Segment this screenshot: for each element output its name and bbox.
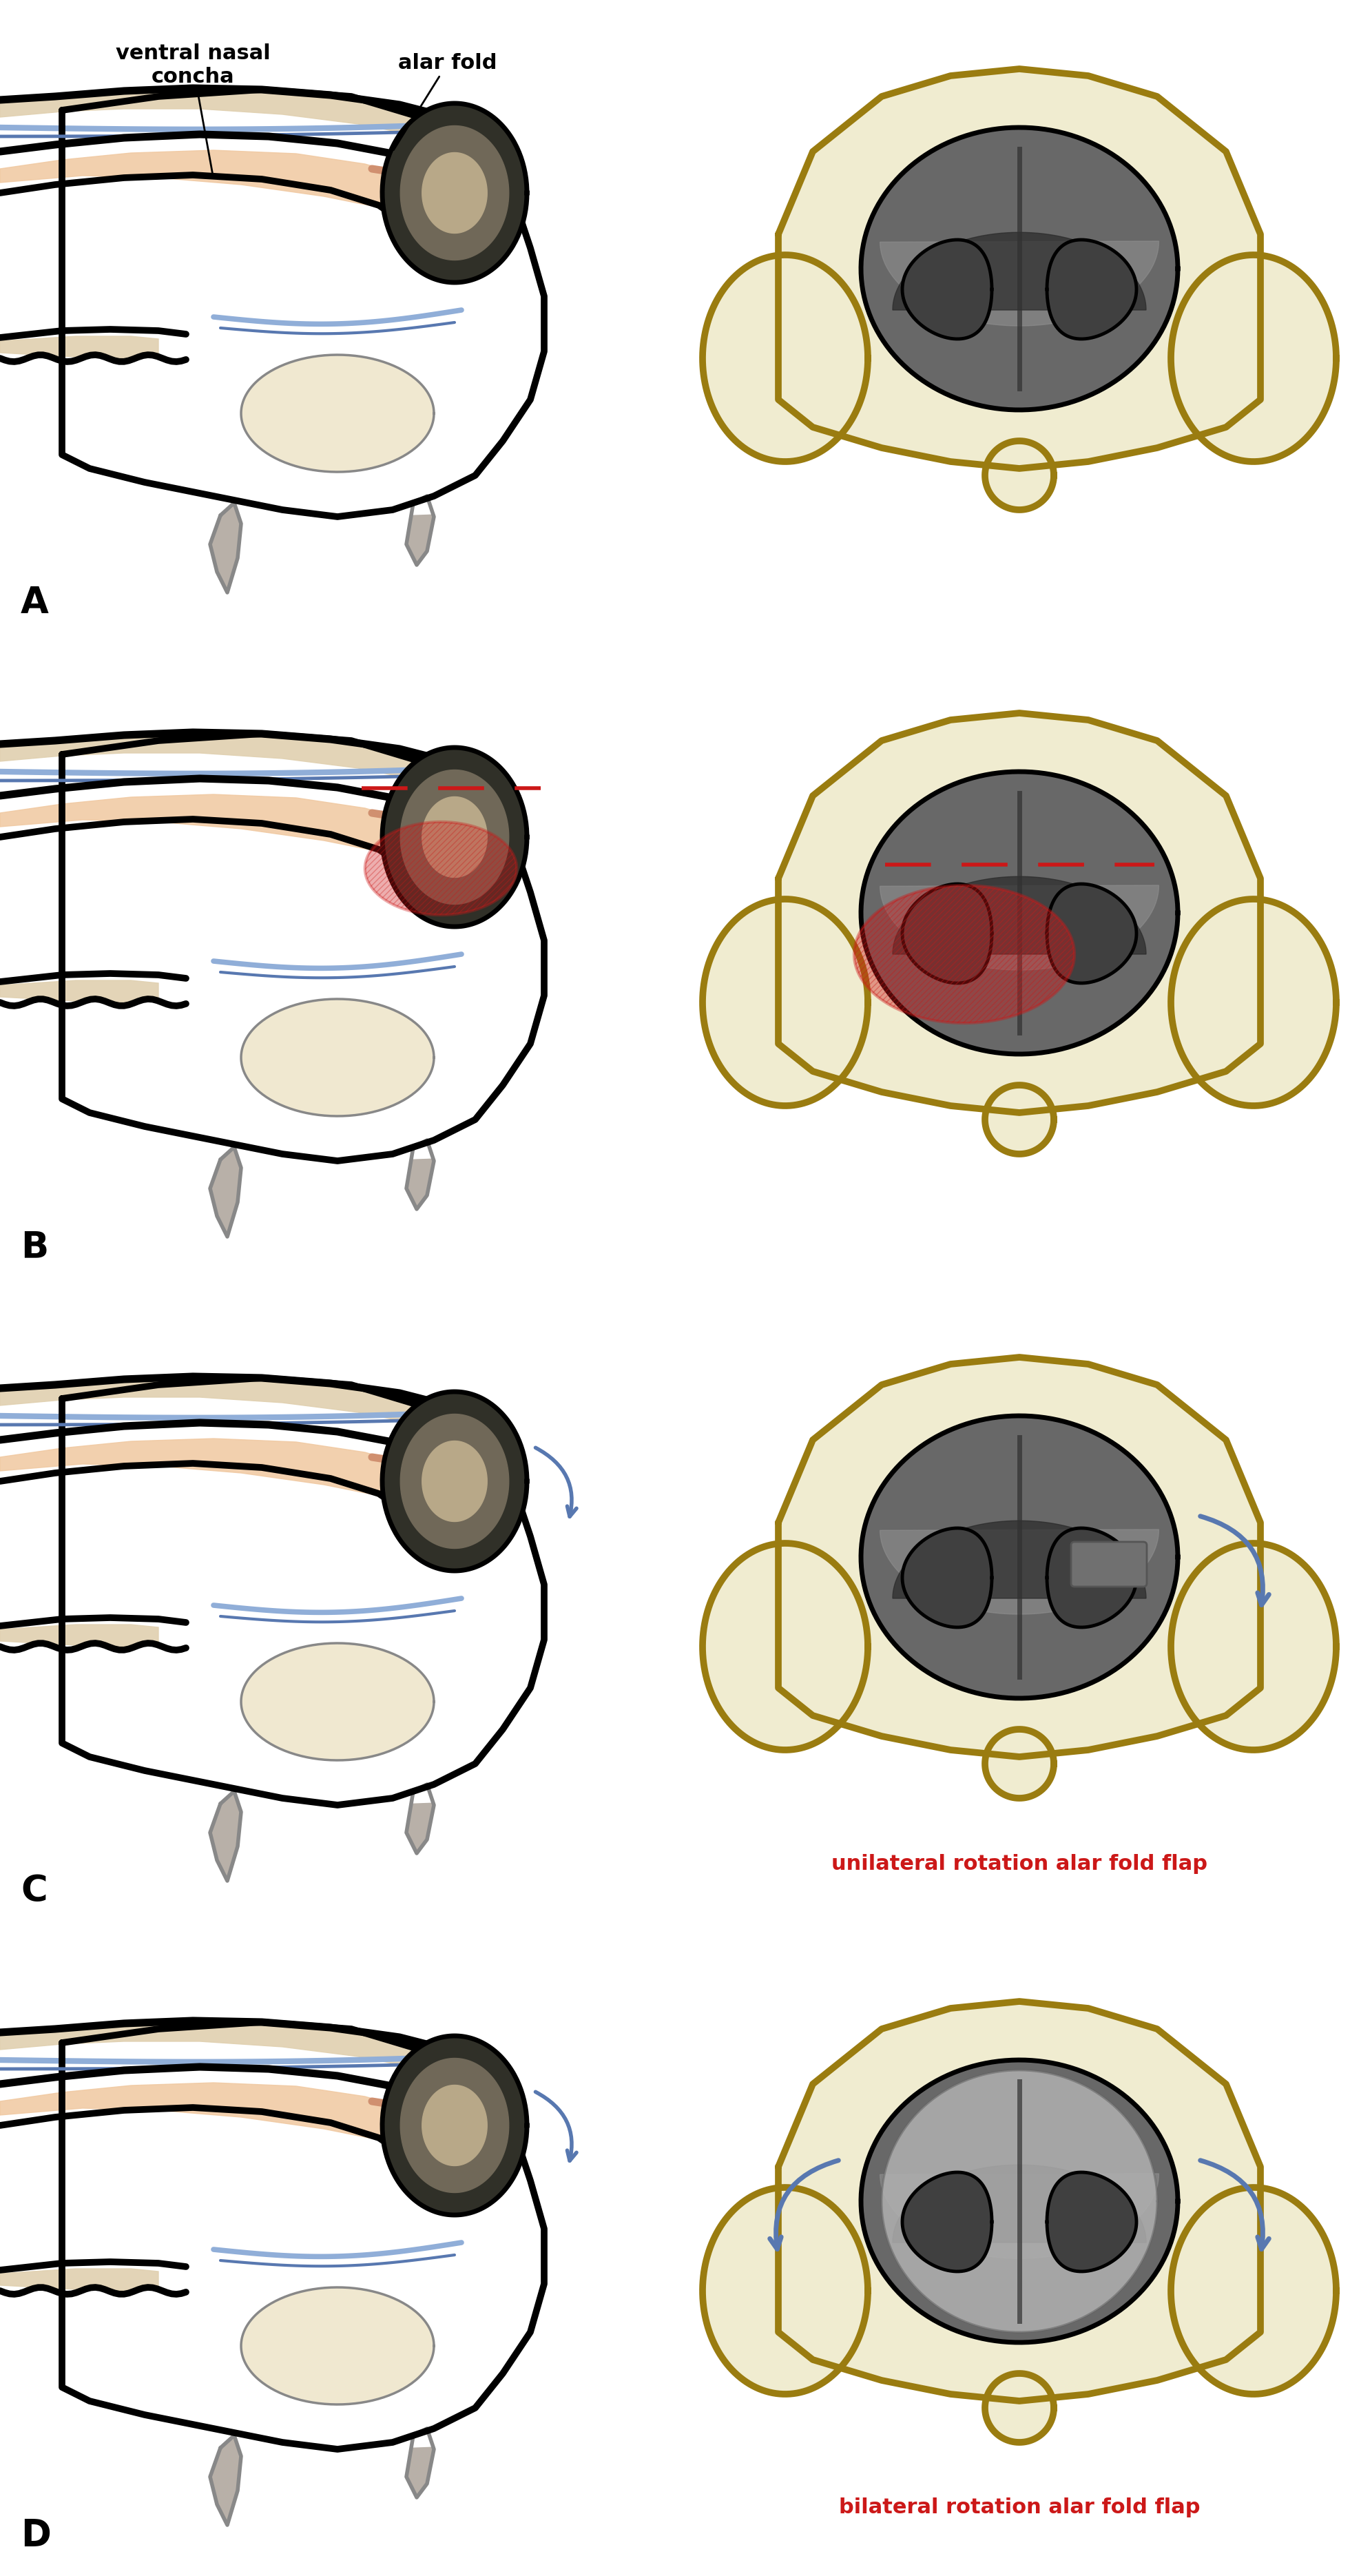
- Polygon shape: [0, 1437, 441, 1504]
- Polygon shape: [902, 884, 992, 984]
- Polygon shape: [1170, 255, 1336, 461]
- Polygon shape: [779, 1358, 1261, 1757]
- Polygon shape: [0, 149, 441, 216]
- Polygon shape: [1170, 1543, 1336, 1749]
- Polygon shape: [0, 337, 158, 358]
- Polygon shape: [0, 2269, 158, 2290]
- Polygon shape: [423, 1440, 487, 1522]
- Polygon shape: [76, 2205, 531, 2447]
- Polygon shape: [880, 886, 1158, 971]
- Polygon shape: [242, 355, 433, 471]
- Polygon shape: [779, 714, 1261, 1113]
- Text: unilateral rotation alar fold flap: unilateral rotation alar fold flap: [832, 1855, 1207, 1873]
- Polygon shape: [702, 255, 868, 461]
- Polygon shape: [0, 2022, 462, 2076]
- Polygon shape: [423, 796, 487, 878]
- Polygon shape: [242, 1643, 433, 1759]
- Polygon shape: [0, 981, 158, 1002]
- Polygon shape: [382, 2035, 527, 2215]
- Polygon shape: [902, 240, 992, 340]
- FancyBboxPatch shape: [1071, 1543, 1146, 1587]
- Polygon shape: [880, 2174, 1158, 2259]
- Polygon shape: [423, 152, 487, 234]
- Polygon shape: [1048, 884, 1137, 984]
- Polygon shape: [401, 126, 509, 260]
- Polygon shape: [406, 1785, 433, 1852]
- Polygon shape: [1170, 2187, 1336, 2393]
- Polygon shape: [406, 2429, 433, 2499]
- Text: A: A: [20, 585, 49, 621]
- Polygon shape: [986, 1728, 1054, 1798]
- Polygon shape: [855, 886, 1075, 1023]
- Polygon shape: [406, 497, 433, 564]
- Polygon shape: [211, 502, 242, 592]
- Polygon shape: [986, 1084, 1054, 1154]
- Polygon shape: [702, 899, 868, 1105]
- Polygon shape: [62, 90, 544, 518]
- Polygon shape: [0, 734, 462, 788]
- Polygon shape: [0, 793, 441, 860]
- Text: B: B: [20, 1229, 49, 1265]
- Polygon shape: [242, 999, 433, 1115]
- Polygon shape: [1048, 240, 1137, 340]
- Text: bilateral rotation alar fold flap: bilateral rotation alar fold flap: [838, 2499, 1200, 2517]
- Polygon shape: [76, 1561, 531, 1803]
- Polygon shape: [1048, 1528, 1137, 1628]
- Polygon shape: [76, 273, 531, 515]
- Polygon shape: [382, 1391, 527, 1571]
- Polygon shape: [401, 770, 509, 904]
- Polygon shape: [382, 747, 527, 927]
- Polygon shape: [892, 876, 1146, 953]
- Polygon shape: [892, 2164, 1146, 2244]
- Polygon shape: [702, 1543, 868, 1749]
- Polygon shape: [406, 1141, 433, 1208]
- Polygon shape: [211, 2434, 242, 2524]
- Polygon shape: [211, 1790, 242, 1880]
- Polygon shape: [76, 917, 531, 1159]
- Polygon shape: [892, 1520, 1146, 1597]
- Text: C: C: [20, 1873, 47, 1909]
- Polygon shape: [1170, 899, 1336, 1105]
- Polygon shape: [0, 2084, 441, 2148]
- Polygon shape: [902, 2172, 992, 2272]
- Polygon shape: [401, 2058, 509, 2192]
- Polygon shape: [861, 773, 1177, 1054]
- Polygon shape: [0, 90, 462, 144]
- Polygon shape: [702, 2187, 868, 2393]
- Polygon shape: [382, 103, 527, 283]
- Polygon shape: [882, 2071, 1157, 2331]
- Polygon shape: [902, 1528, 992, 1628]
- Polygon shape: [62, 734, 544, 1162]
- Polygon shape: [892, 232, 1146, 309]
- Polygon shape: [880, 1530, 1158, 1615]
- Polygon shape: [861, 1417, 1177, 1698]
- Polygon shape: [0, 1378, 462, 1432]
- Text: alar fold: alar fold: [394, 54, 497, 149]
- Polygon shape: [861, 2061, 1177, 2342]
- Polygon shape: [365, 822, 517, 914]
- Polygon shape: [986, 440, 1054, 510]
- Polygon shape: [401, 1414, 509, 1548]
- Polygon shape: [861, 126, 1177, 410]
- Polygon shape: [62, 2022, 544, 2450]
- Polygon shape: [62, 1378, 544, 1806]
- Polygon shape: [779, 2002, 1261, 2401]
- Polygon shape: [423, 2084, 487, 2166]
- Polygon shape: [986, 2372, 1054, 2442]
- Polygon shape: [1048, 2172, 1137, 2272]
- Polygon shape: [242, 2287, 433, 2403]
- Text: D: D: [20, 2517, 51, 2553]
- Text: ventral nasal
concha: ventral nasal concha: [116, 44, 270, 178]
- Polygon shape: [880, 242, 1158, 327]
- Polygon shape: [779, 70, 1261, 469]
- Polygon shape: [0, 1625, 158, 1646]
- Polygon shape: [211, 1146, 242, 1236]
